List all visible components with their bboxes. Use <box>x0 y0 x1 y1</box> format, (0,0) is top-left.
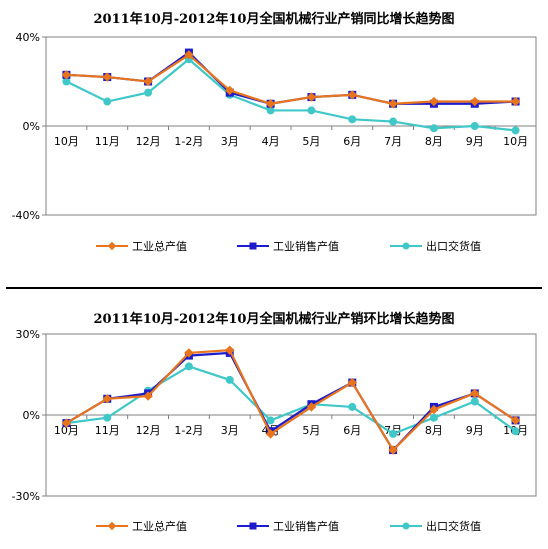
mom-chart-panel: 2011年10月-2012年10月全国机械行业产销环比增长趋势图 30% 0% -3… <box>0 300 548 549</box>
x-tick-label: 6月 <box>343 424 361 437</box>
x-tick-label: 10月 <box>54 135 79 148</box>
y-tick-label: 0% <box>23 120 40 133</box>
chart-title: 2011年10月-2012年10月全国机械行业产销环比增长趋势图 <box>93 312 455 327</box>
x-tick-label: 3月 <box>221 135 239 148</box>
y-tick-label: -30% <box>12 490 40 503</box>
data-point <box>266 416 275 425</box>
data-point <box>103 97 112 106</box>
legend-label: 出口交货值 <box>426 519 481 533</box>
data-point <box>388 445 398 455</box>
mom-line-chart: 30%0%-30%10月11月12月1-2月3月4月5月6月7月8月9月10月工… <box>12 328 537 533</box>
data-point <box>510 96 521 107</box>
series-line <box>65 57 516 132</box>
data-point <box>388 99 398 109</box>
data-point <box>184 50 194 60</box>
data-point <box>347 90 357 100</box>
data-point <box>348 115 357 124</box>
data-point <box>225 375 234 384</box>
legend-label: 工业总产值 <box>132 519 187 533</box>
y-tick-label: 30% <box>16 328 40 341</box>
x-tick-label: 4月 <box>262 135 280 148</box>
legend-label: 工业销售产值 <box>273 239 339 253</box>
data-point <box>225 345 235 355</box>
data-point <box>389 429 398 438</box>
data-point <box>429 96 439 107</box>
x-tick-label: 1-2月 <box>174 424 203 437</box>
data-point <box>307 106 316 115</box>
x-tick-label: 11月 <box>95 424 120 437</box>
y-tick-label: -40% <box>12 209 40 222</box>
data-point <box>306 402 317 412</box>
data-point <box>511 427 520 436</box>
legend-marker <box>402 242 410 250</box>
series-diamond <box>61 50 521 109</box>
data-point <box>184 348 194 358</box>
data-point <box>306 92 317 102</box>
data-point <box>470 96 480 107</box>
series-diamond <box>61 345 521 455</box>
legend-label: 出口交货值 <box>426 239 481 253</box>
x-tick-label: 1-2月 <box>174 135 203 148</box>
x-tick-label: 8月 <box>425 135 443 148</box>
x-tick-label: 8月 <box>425 424 443 437</box>
data-point <box>184 362 193 371</box>
x-tick-label: 10月 <box>503 135 528 148</box>
data-point <box>510 415 521 426</box>
data-point <box>61 418 72 428</box>
data-point <box>143 76 153 87</box>
yoy-chart-panel: 2011年10月-2012年10月全国机械行业产销同比增长趋势图 40% 0% -4… <box>0 0 548 270</box>
x-tick-label: 5月 <box>302 424 320 437</box>
data-point <box>102 72 112 82</box>
data-point <box>470 122 479 130</box>
data-point <box>470 388 480 399</box>
data-point <box>347 377 357 388</box>
data-point <box>265 99 276 109</box>
chart-divider <box>6 287 542 289</box>
legend-label: 工业总产值 <box>132 239 187 253</box>
data-point <box>389 117 398 126</box>
data-point <box>61 70 72 80</box>
x-tick-label: 6月 <box>343 135 361 148</box>
data-point <box>511 126 520 135</box>
legend-label: 工业销售产值 <box>273 519 339 533</box>
data-point <box>348 402 357 411</box>
data-point <box>143 391 153 401</box>
chart-title: 2011年10月-2012年10月全国机械行业产销同比增长趋势图 <box>93 12 455 27</box>
data-point <box>265 429 276 439</box>
x-tick-label: 12月 <box>136 135 161 148</box>
legend-marker <box>107 521 117 531</box>
data-point <box>102 394 112 404</box>
y-tick-label: 0% <box>23 409 40 422</box>
series-line <box>65 351 517 452</box>
legend-marker <box>249 522 257 530</box>
legend-marker <box>402 522 410 530</box>
yoy-line-chart: 40% 0% -40% 10月 11月 12月 1-2月 3月 4月 5月 6月 7月 8月 9月 10月工… <box>12 31 537 253</box>
x-tick-label: 3月 <box>221 424 239 437</box>
x-tick-label: 12月 <box>136 424 161 437</box>
chart-legend: 工业总产值 工业销售产值 出口交货值 <box>96 519 481 533</box>
data-point <box>429 413 438 422</box>
x-tick-label: 9月 <box>466 424 484 437</box>
data-point <box>470 397 479 406</box>
chart-legend: 工业总产值 工业销售产值 出口交货值 <box>96 239 481 253</box>
series-line <box>66 53 516 105</box>
data-point <box>429 404 439 415</box>
x-tick-label: 7月 <box>384 135 402 148</box>
y-tick-label: 40% <box>16 31 40 44</box>
x-tick-label: 5月 <box>302 135 320 148</box>
data-point <box>144 88 153 97</box>
series-line <box>65 349 517 452</box>
x-tick-label: 10月 <box>54 424 79 437</box>
data-point <box>103 413 112 422</box>
x-tick-label: 9月 <box>466 135 484 148</box>
x-tick-label: 11月 <box>95 135 120 148</box>
data-point <box>429 124 438 133</box>
legend-marker <box>107 241 117 251</box>
data-point <box>225 85 235 96</box>
legend-marker <box>249 242 257 250</box>
